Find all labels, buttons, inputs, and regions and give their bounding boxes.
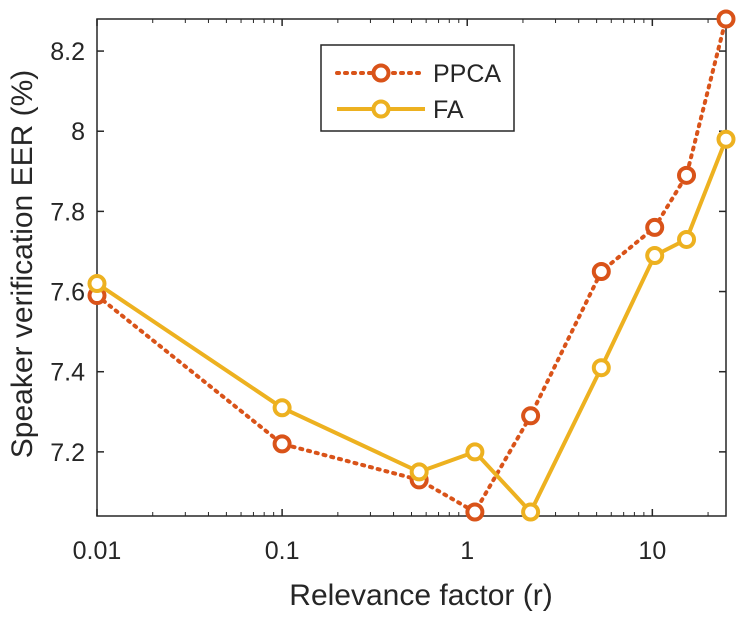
legend-marker-ppca xyxy=(371,63,391,83)
x-tick-label: 10 xyxy=(638,537,666,565)
series-ppca xyxy=(87,9,736,522)
point-fa xyxy=(409,462,429,482)
y-tick-label: 8 xyxy=(71,118,85,146)
point-fa xyxy=(521,502,541,522)
legend-label-ppca: PPCA xyxy=(433,60,501,88)
series-fa xyxy=(87,129,736,522)
y-tick-label: 7.6 xyxy=(50,279,85,307)
point-fa xyxy=(645,245,665,265)
series-line-fa xyxy=(95,138,728,514)
y-tick-label: 8.2 xyxy=(50,38,85,66)
y-tick-label: 7.2 xyxy=(50,439,85,467)
point-ppca xyxy=(716,9,736,29)
y-axis-ticks: 7.2 7.4 7.6 7.8 8 8.2 xyxy=(50,38,726,467)
y-tick-label: 7.8 xyxy=(50,198,85,226)
point-fa xyxy=(716,129,736,149)
point-ppca xyxy=(272,434,292,454)
x-axis-ticks: 0.01 0.1 1 10 xyxy=(73,19,709,565)
point-ppca xyxy=(465,502,485,522)
point-ppca xyxy=(677,165,697,185)
point-fa xyxy=(677,229,697,249)
series-layer xyxy=(87,9,736,522)
x-tick-label: 0.1 xyxy=(265,537,300,565)
legend: PPCA FA xyxy=(320,44,515,132)
legend-marker-fa xyxy=(371,99,391,119)
point-fa xyxy=(87,274,107,294)
x-tick-label: 0.01 xyxy=(73,537,122,565)
point-ppca xyxy=(645,217,665,237)
point-fa xyxy=(272,398,292,418)
point-fa xyxy=(465,442,485,462)
y-axis-label: Speaker verification EER (%) xyxy=(6,70,39,458)
point-ppca xyxy=(521,406,541,426)
point-ppca xyxy=(591,262,611,282)
x-axis-label: Relevance factor (r) xyxy=(289,579,552,612)
legend-label-fa: FA xyxy=(433,96,464,124)
legend-box xyxy=(320,44,515,132)
x-tick-label: 1 xyxy=(460,537,474,565)
y-tick-label: 7.4 xyxy=(50,359,85,387)
point-fa xyxy=(591,358,611,378)
